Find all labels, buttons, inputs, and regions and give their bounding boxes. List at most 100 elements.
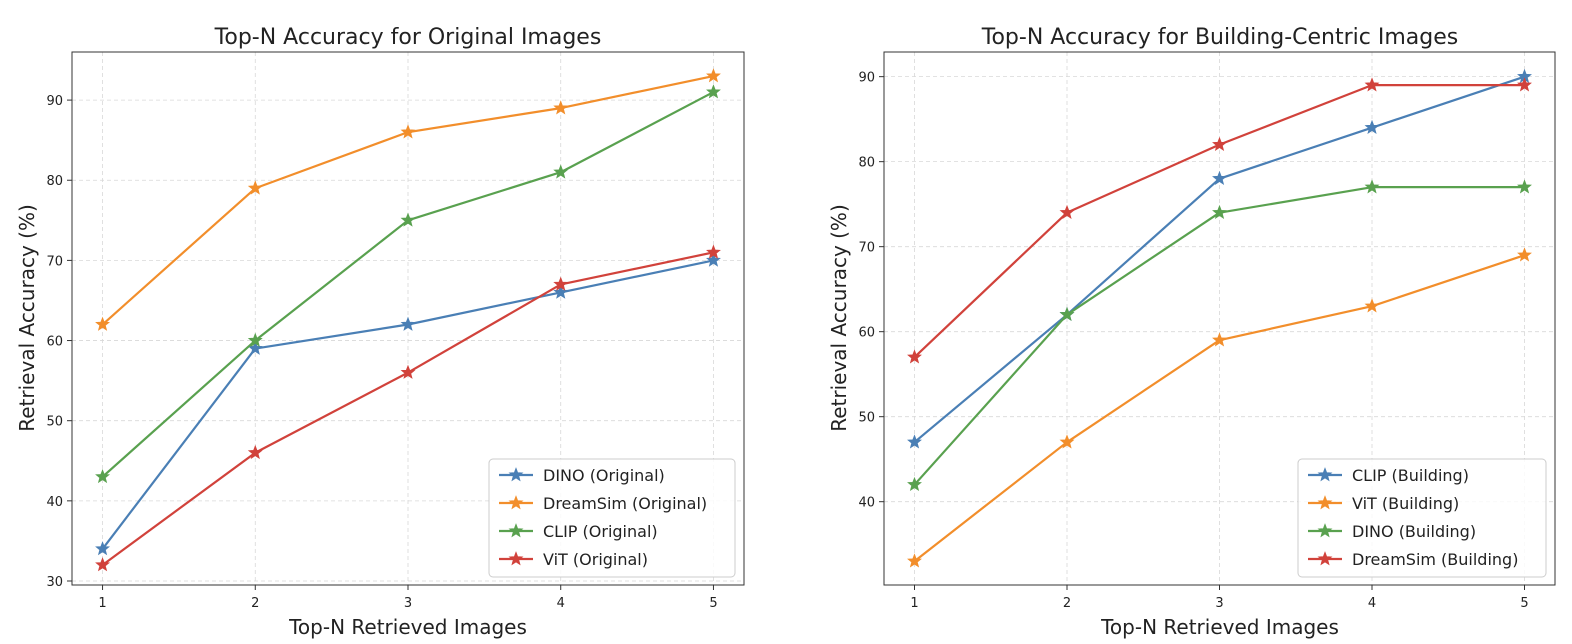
y-tick-label: 40 — [46, 495, 63, 510]
x-tick-label: 1 — [910, 596, 918, 611]
legend-label: ViT (Original) — [543, 550, 648, 569]
y-axis-label: Retrieval Accuracy (%) — [15, 204, 39, 432]
legend-label: ViT (Building) — [1352, 494, 1459, 513]
x-tick-label: 2 — [1063, 596, 1071, 611]
y-tick-label: 80 — [46, 174, 63, 189]
legend-swatch-marker — [508, 467, 524, 482]
data-point — [95, 557, 110, 572]
legend-label: DreamSim (Building) — [1352, 550, 1518, 569]
chart-title: Top-N Accuracy for Original Images — [214, 25, 602, 50]
data-point — [907, 553, 922, 568]
data-point — [706, 84, 721, 99]
data-point — [400, 316, 416, 331]
data-point — [706, 68, 721, 83]
x-tick-label: 3 — [1215, 596, 1223, 611]
x-tick-label: 5 — [1520, 596, 1528, 611]
data-point — [1364, 119, 1380, 134]
data-point — [1059, 434, 1075, 449]
x-tick-label: 5 — [709, 596, 717, 611]
legend-label: DINO (Building) — [1352, 522, 1476, 541]
data-point — [95, 316, 110, 331]
legend-label: DINO (Original) — [543, 466, 665, 485]
y-tick-label: 50 — [46, 415, 63, 430]
data-point — [907, 434, 922, 449]
x-tick-label: 2 — [251, 596, 259, 611]
data-point — [247, 180, 263, 195]
chart-title: Top-N Accuracy for Building-Centric Imag… — [981, 25, 1458, 50]
y-tick-label: 90 — [46, 94, 63, 109]
series-3 — [907, 179, 1532, 492]
legend-item: DINO (Building) — [1308, 522, 1476, 541]
data-point — [706, 252, 721, 267]
legend-item: DreamSim (Building) — [1308, 550, 1518, 569]
x-tick-label: 3 — [404, 596, 412, 611]
legend-item: CLIP (Original) — [499, 522, 658, 541]
data-point — [907, 476, 922, 492]
series-4 — [907, 77, 1532, 364]
x-tick-label: 4 — [557, 596, 565, 611]
data-point — [400, 124, 416, 139]
legend-swatch-marker — [508, 523, 524, 538]
data-point — [1364, 77, 1380, 92]
series-2 — [907, 247, 1532, 568]
data-point — [1517, 77, 1532, 92]
data-point — [706, 244, 721, 259]
x-tick-label: 1 — [98, 596, 106, 611]
series-1 — [95, 252, 721, 556]
data-point — [247, 444, 263, 460]
data-point — [1212, 332, 1227, 347]
data-point — [1059, 306, 1075, 322]
data-point — [95, 468, 110, 484]
y-tick-label: 80 — [858, 156, 875, 171]
legend-swatch-marker — [508, 495, 524, 510]
legend: DINO (Original) DreamSim (Original) CLIP (… — [488, 458, 736, 578]
y-tick-label: 90 — [858, 71, 875, 86]
data-point — [1059, 204, 1075, 220]
y-tick-label: 70 — [46, 254, 63, 269]
y-axis-label: Retrieval Accuracy (%) — [827, 204, 851, 432]
legend-label: CLIP (Original) — [543, 522, 658, 541]
legend: CLIP (Building) ViT (Building) DINO (Build… — [1297, 458, 1547, 578]
y-tick-label: 30 — [46, 575, 63, 590]
data-point — [1517, 179, 1532, 194]
data-point — [95, 541, 110, 556]
legend-item: CLIP (Building) — [1308, 466, 1469, 485]
legend-swatch-marker — [1317, 467, 1333, 482]
y-tick-label: 40 — [858, 496, 875, 511]
series-3 — [95, 84, 721, 484]
data-point — [1212, 204, 1227, 220]
legend-swatch-marker — [1317, 551, 1333, 566]
data-point — [553, 276, 569, 291]
y-tick-label: 70 — [858, 241, 875, 256]
legend-box — [488, 458, 736, 578]
data-point — [553, 164, 569, 179]
legend-swatch-marker — [1317, 495, 1333, 510]
data-point — [553, 284, 569, 299]
data-point — [1212, 136, 1227, 151]
data-point — [247, 332, 263, 347]
legend-box — [1297, 458, 1547, 578]
legend-swatch-marker — [508, 551, 524, 566]
data-point — [1364, 298, 1380, 313]
data-point — [907, 349, 922, 364]
x-axis-label: Top-N Retrieved Images — [1100, 615, 1339, 639]
data-point — [400, 212, 416, 227]
data-point — [400, 364, 416, 379]
legend-item: DreamSim (Original) — [499, 494, 707, 513]
data-point — [1517, 247, 1532, 262]
data-point — [1212, 170, 1227, 186]
data-point — [553, 100, 569, 115]
legend-item: ViT (Building) — [1308, 494, 1459, 513]
x-axis-label: Top-N Retrieved Images — [288, 615, 527, 639]
legend-label: DreamSim (Original) — [543, 494, 707, 513]
y-tick-label: 60 — [46, 335, 63, 350]
legend-item: DINO (Original) — [499, 466, 665, 485]
chart-original-images: 1 2 3 4 5 30 40 50 60 70 80 90 Top-N Accuracy for Or… — [15, 25, 745, 639]
legend-item: ViT (Original) — [499, 550, 648, 569]
x-tick-label: 4 — [1368, 596, 1376, 611]
chart-building-centric-images: 1 2 3 4 5 40 50 60 70 80 90 Top-N Accuracy for Buil… — [827, 25, 1556, 639]
series-4 — [95, 244, 721, 572]
series-2 — [95, 68, 721, 331]
y-tick-label: 60 — [858, 326, 875, 341]
